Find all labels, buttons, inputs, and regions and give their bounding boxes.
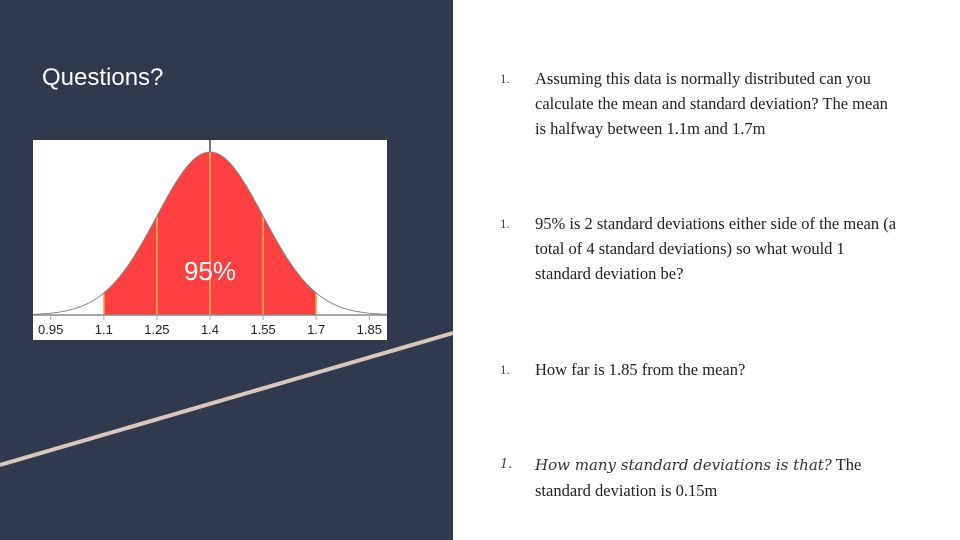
svg-text:95%: 95% [184, 256, 236, 286]
question-text: Assuming this data is normally distribut… [535, 69, 888, 138]
question-text: 95% is 2 standard deviations either side… [535, 214, 897, 283]
normal-distribution-chart: 0.95 1.1 1.25 1.4 1.55 1.7 1.85 95% [33, 140, 387, 340]
svg-text:1.4: 1.4 [201, 322, 219, 337]
question-number: 1. [500, 216, 510, 231]
question-item: 1. How far is 1.85 from the mean? [500, 357, 900, 382]
question-text: How many standard deviations is that? Th… [535, 452, 900, 503]
question-answer-text: The standard deviation is 0.15m [535, 455, 862, 500]
question-item: 1. Assuming this data is normally distri… [500, 66, 900, 141]
question-text: How far is 1.85 from the mean? [535, 360, 746, 379]
bell-curve-plot: 0.95 1.1 1.25 1.4 1.55 1.7 1.85 95% [33, 140, 387, 337]
svg-text:1.1: 1.1 [95, 322, 113, 337]
question-item: 1. How many standard deviations is that?… [500, 452, 900, 503]
slide-title: Questions? [42, 64, 164, 91]
question-item: 1. 95% is 2 standard deviations either s… [500, 211, 900, 286]
svg-text:1.55: 1.55 [250, 322, 275, 337]
question-number: 1. [500, 457, 513, 472]
svg-text:1.25: 1.25 [144, 322, 169, 337]
svg-text:1.7: 1.7 [307, 322, 325, 337]
question-italic-text: How many standard deviations is that? [535, 456, 832, 474]
question-number: 1. [500, 362, 510, 377]
svg-text:1.85: 1.85 [357, 322, 382, 337]
svg-text:0.95: 0.95 [38, 322, 63, 337]
question-number: 1. [500, 71, 510, 86]
